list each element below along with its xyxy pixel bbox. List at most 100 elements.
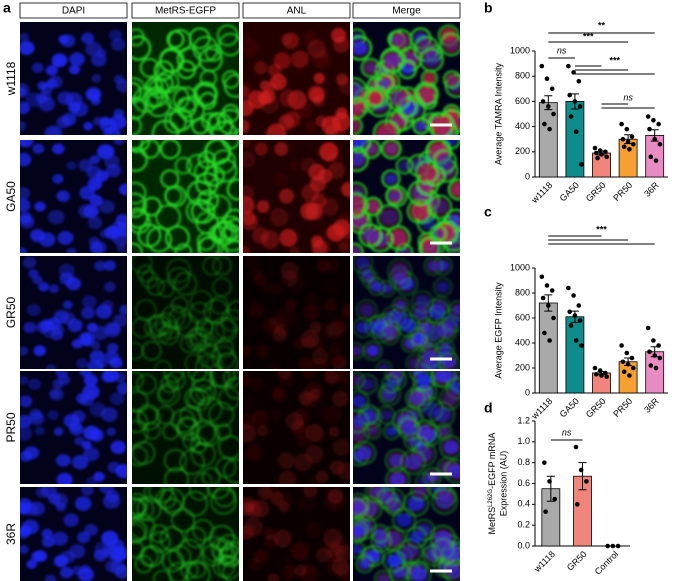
egfp-ring xyxy=(160,169,180,189)
data-point xyxy=(619,343,624,348)
anl-signal xyxy=(304,335,316,347)
anl-signal xyxy=(418,475,431,484)
egfp-ring xyxy=(414,472,435,484)
data-point xyxy=(546,303,551,308)
anl-signal xyxy=(409,565,429,581)
micrograph xyxy=(20,371,127,484)
egfp-ring xyxy=(386,257,413,284)
nucleus xyxy=(41,528,53,539)
egfp-ring xyxy=(164,225,191,251)
egfp-ring xyxy=(353,242,364,253)
nucleus xyxy=(69,544,86,559)
egfp-ring xyxy=(161,549,185,573)
egfp-ring xyxy=(353,256,374,274)
egfp-ring xyxy=(149,524,169,544)
anl-signal xyxy=(386,426,397,437)
nucleus xyxy=(52,531,69,546)
anl-signal xyxy=(291,421,308,438)
data-point xyxy=(656,343,661,348)
anl-signal xyxy=(366,425,379,437)
nucleus xyxy=(81,32,95,45)
egfp-ring xyxy=(132,192,148,218)
bar xyxy=(645,135,665,178)
egfp-ring xyxy=(375,73,395,93)
data-point xyxy=(605,543,610,549)
egfp-ring xyxy=(363,421,382,440)
anl-signal xyxy=(243,213,259,231)
egfp-ring xyxy=(156,279,175,298)
anl-signal xyxy=(279,89,298,108)
egfp-ring xyxy=(132,390,149,413)
data-point xyxy=(629,134,635,139)
y-tick-label: 0 xyxy=(525,171,530,181)
nucleus xyxy=(20,186,31,200)
nucleus xyxy=(117,382,127,395)
anl-signal xyxy=(303,487,318,498)
x-tick-label: GR50 xyxy=(584,396,608,420)
y-tick-label: 1.2 xyxy=(517,415,530,425)
micrograph xyxy=(20,487,127,581)
egfp-ring xyxy=(353,497,369,520)
anl-signal xyxy=(326,280,340,294)
anl-signal xyxy=(288,246,301,253)
column-header: MetRS-EGFP xyxy=(155,6,216,17)
anl-signal xyxy=(365,343,380,358)
nucleus xyxy=(110,38,126,52)
egfp-ring xyxy=(396,97,418,118)
egfp-ring xyxy=(152,569,173,581)
row-label: 36R xyxy=(4,523,18,545)
cells xyxy=(243,371,350,484)
anl-signal xyxy=(324,298,337,312)
egfp-ring xyxy=(163,448,188,473)
nucleus xyxy=(37,81,48,91)
anl-signal xyxy=(358,558,371,571)
panel-label: d xyxy=(484,400,493,416)
egfp-ring xyxy=(442,70,460,89)
anl-signal xyxy=(259,80,271,92)
egfp-ring xyxy=(404,387,426,409)
nucleus xyxy=(422,402,439,417)
anl-signal xyxy=(353,196,365,215)
cells xyxy=(353,256,460,369)
y-tick-label: 1000 xyxy=(510,262,530,272)
anl-signal xyxy=(422,51,441,69)
anl-signal xyxy=(386,553,402,569)
anl-signal xyxy=(398,159,411,172)
anl-signal xyxy=(432,228,444,240)
nucleus xyxy=(20,198,31,213)
egfp-ring xyxy=(132,77,147,104)
anl-signal xyxy=(254,142,268,156)
cells xyxy=(353,24,460,135)
anl-signal xyxy=(263,527,277,541)
nucleus xyxy=(47,410,59,420)
nucleus xyxy=(59,566,74,579)
egfp-ring xyxy=(355,554,375,574)
y-tick-label: 0.2 xyxy=(517,520,530,530)
data-point xyxy=(610,543,616,549)
anl-signal xyxy=(322,405,342,425)
egfp-ring xyxy=(353,371,366,390)
data-point xyxy=(551,111,556,117)
nucleus xyxy=(82,295,97,309)
anl-signal xyxy=(335,312,350,329)
anl-signal xyxy=(266,123,287,135)
data-point xyxy=(624,126,630,132)
nucleus xyxy=(33,345,46,357)
egfp-ring xyxy=(420,320,447,346)
nucleus xyxy=(116,243,127,253)
egfp-ring xyxy=(423,256,444,276)
data-point xyxy=(547,338,552,343)
micrograph xyxy=(353,256,460,369)
anl-signal xyxy=(269,207,289,227)
y-tick-label: 600 xyxy=(515,312,530,322)
egfp-ring xyxy=(132,140,151,153)
y-tick-label: 1000 xyxy=(510,45,530,55)
data-point xyxy=(645,325,651,331)
column-header-box xyxy=(352,2,461,19)
nucleus xyxy=(113,314,127,327)
anl-signal xyxy=(300,202,319,221)
nucleus xyxy=(409,531,424,544)
nucleus xyxy=(71,338,83,349)
nucleus xyxy=(44,125,63,135)
egfp-ring xyxy=(431,487,459,515)
